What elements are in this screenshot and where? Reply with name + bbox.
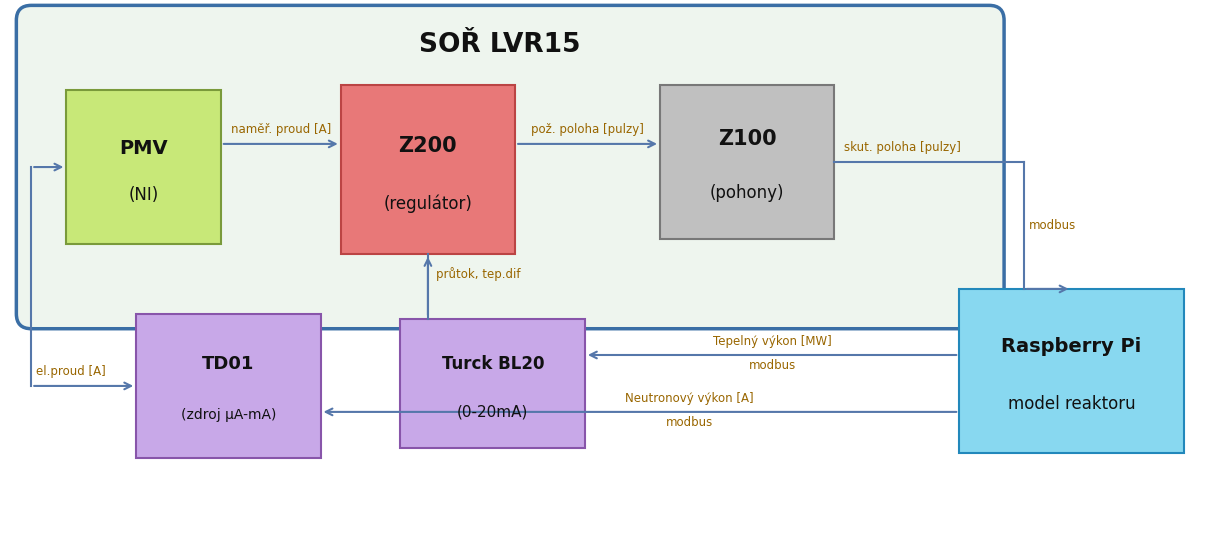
Text: SOŘ LVR15: SOŘ LVR15	[419, 32, 581, 58]
Text: (regulátor): (regulátor)	[383, 194, 473, 212]
Text: průtok, tep.dif: průtok, tep.dif	[436, 267, 520, 282]
Text: Z200: Z200	[399, 136, 457, 156]
Text: PMV: PMV	[119, 139, 168, 158]
Text: (zdroj μA-mA): (zdroj μA-mA)	[181, 408, 276, 422]
Text: Z100: Z100	[718, 129, 777, 149]
Text: model reaktoru: model reaktoru	[1007, 395, 1136, 413]
Text: skut. poloha [pulzy]: skut. poloha [pulzy]	[845, 141, 961, 154]
Text: modbus: modbus	[749, 359, 796, 372]
Text: pož. poloha [pulzy]: pož. poloha [pulzy]	[531, 123, 644, 136]
Text: el.proud [A]: el.proud [A]	[36, 365, 107, 378]
Text: naměř. proud [A]: naměř. proud [A]	[230, 123, 331, 136]
FancyBboxPatch shape	[341, 85, 515, 254]
Text: Tepelný výkon [MW]: Tepelný výkon [MW]	[713, 335, 831, 348]
Text: Neutronový výkon [A]: Neutronový výkon [A]	[625, 392, 754, 405]
Text: modbus: modbus	[1029, 219, 1076, 232]
FancyBboxPatch shape	[959, 289, 1184, 453]
Text: (NI): (NI)	[128, 186, 159, 204]
Text: Turck BL20: Turck BL20	[441, 355, 544, 373]
Text: (0-20mA): (0-20mA)	[457, 405, 528, 419]
Text: modbus: modbus	[667, 416, 714, 429]
FancyBboxPatch shape	[16, 5, 1004, 329]
FancyBboxPatch shape	[400, 319, 585, 448]
Text: (pohony): (pohony)	[710, 184, 784, 202]
FancyBboxPatch shape	[136, 314, 321, 458]
Text: TD01: TD01	[202, 355, 255, 373]
FancyBboxPatch shape	[67, 90, 221, 244]
FancyBboxPatch shape	[659, 85, 835, 239]
Text: Raspberry Pi: Raspberry Pi	[1001, 337, 1142, 356]
